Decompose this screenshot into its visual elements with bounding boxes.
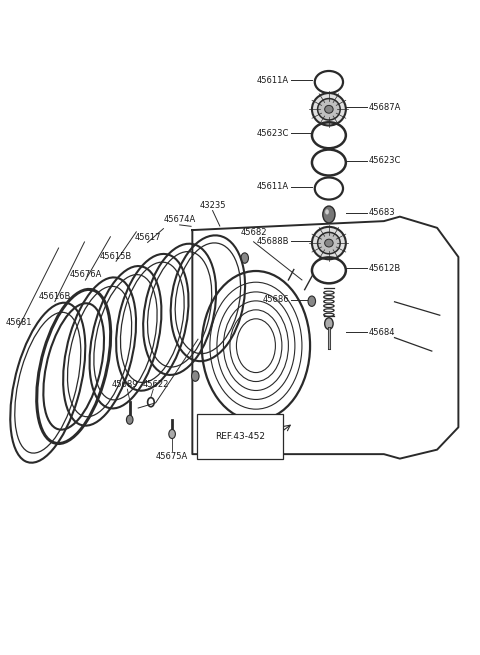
Text: 45684: 45684 bbox=[369, 328, 396, 337]
Ellipse shape bbox=[318, 98, 340, 120]
Circle shape bbox=[323, 206, 335, 223]
Text: 45682: 45682 bbox=[240, 229, 267, 237]
Circle shape bbox=[308, 296, 315, 307]
Circle shape bbox=[192, 371, 199, 381]
Text: 45622: 45622 bbox=[143, 379, 169, 388]
Ellipse shape bbox=[318, 233, 340, 253]
Circle shape bbox=[325, 210, 329, 214]
Text: 45687A: 45687A bbox=[369, 103, 401, 112]
Text: 45611A: 45611A bbox=[257, 182, 289, 191]
Text: 45617: 45617 bbox=[134, 233, 161, 242]
Circle shape bbox=[264, 428, 271, 438]
Text: 45689: 45689 bbox=[112, 379, 138, 388]
Ellipse shape bbox=[312, 93, 346, 126]
Ellipse shape bbox=[312, 227, 346, 259]
Text: 45674A: 45674A bbox=[164, 215, 196, 224]
Text: 45612B: 45612B bbox=[369, 264, 401, 273]
Ellipse shape bbox=[324, 239, 333, 247]
Circle shape bbox=[126, 415, 133, 424]
Text: 45676A: 45676A bbox=[69, 271, 102, 280]
Text: 45686: 45686 bbox=[262, 295, 289, 304]
Text: 43235: 43235 bbox=[199, 201, 226, 210]
Circle shape bbox=[169, 430, 175, 439]
Text: 45681: 45681 bbox=[5, 318, 32, 327]
Text: 45611A: 45611A bbox=[257, 75, 289, 84]
Text: REF.43-452: REF.43-452 bbox=[215, 432, 265, 441]
Text: 45615B: 45615B bbox=[100, 252, 132, 261]
Text: 45623C: 45623C bbox=[256, 129, 289, 138]
Circle shape bbox=[241, 253, 249, 263]
Text: 45688B: 45688B bbox=[256, 236, 289, 246]
Text: 45616B: 45616B bbox=[39, 292, 71, 301]
Ellipse shape bbox=[324, 105, 333, 113]
Text: 45683: 45683 bbox=[369, 208, 396, 217]
Text: 45623C: 45623C bbox=[369, 156, 401, 165]
Circle shape bbox=[324, 318, 333, 329]
Text: 45675A: 45675A bbox=[156, 452, 188, 461]
